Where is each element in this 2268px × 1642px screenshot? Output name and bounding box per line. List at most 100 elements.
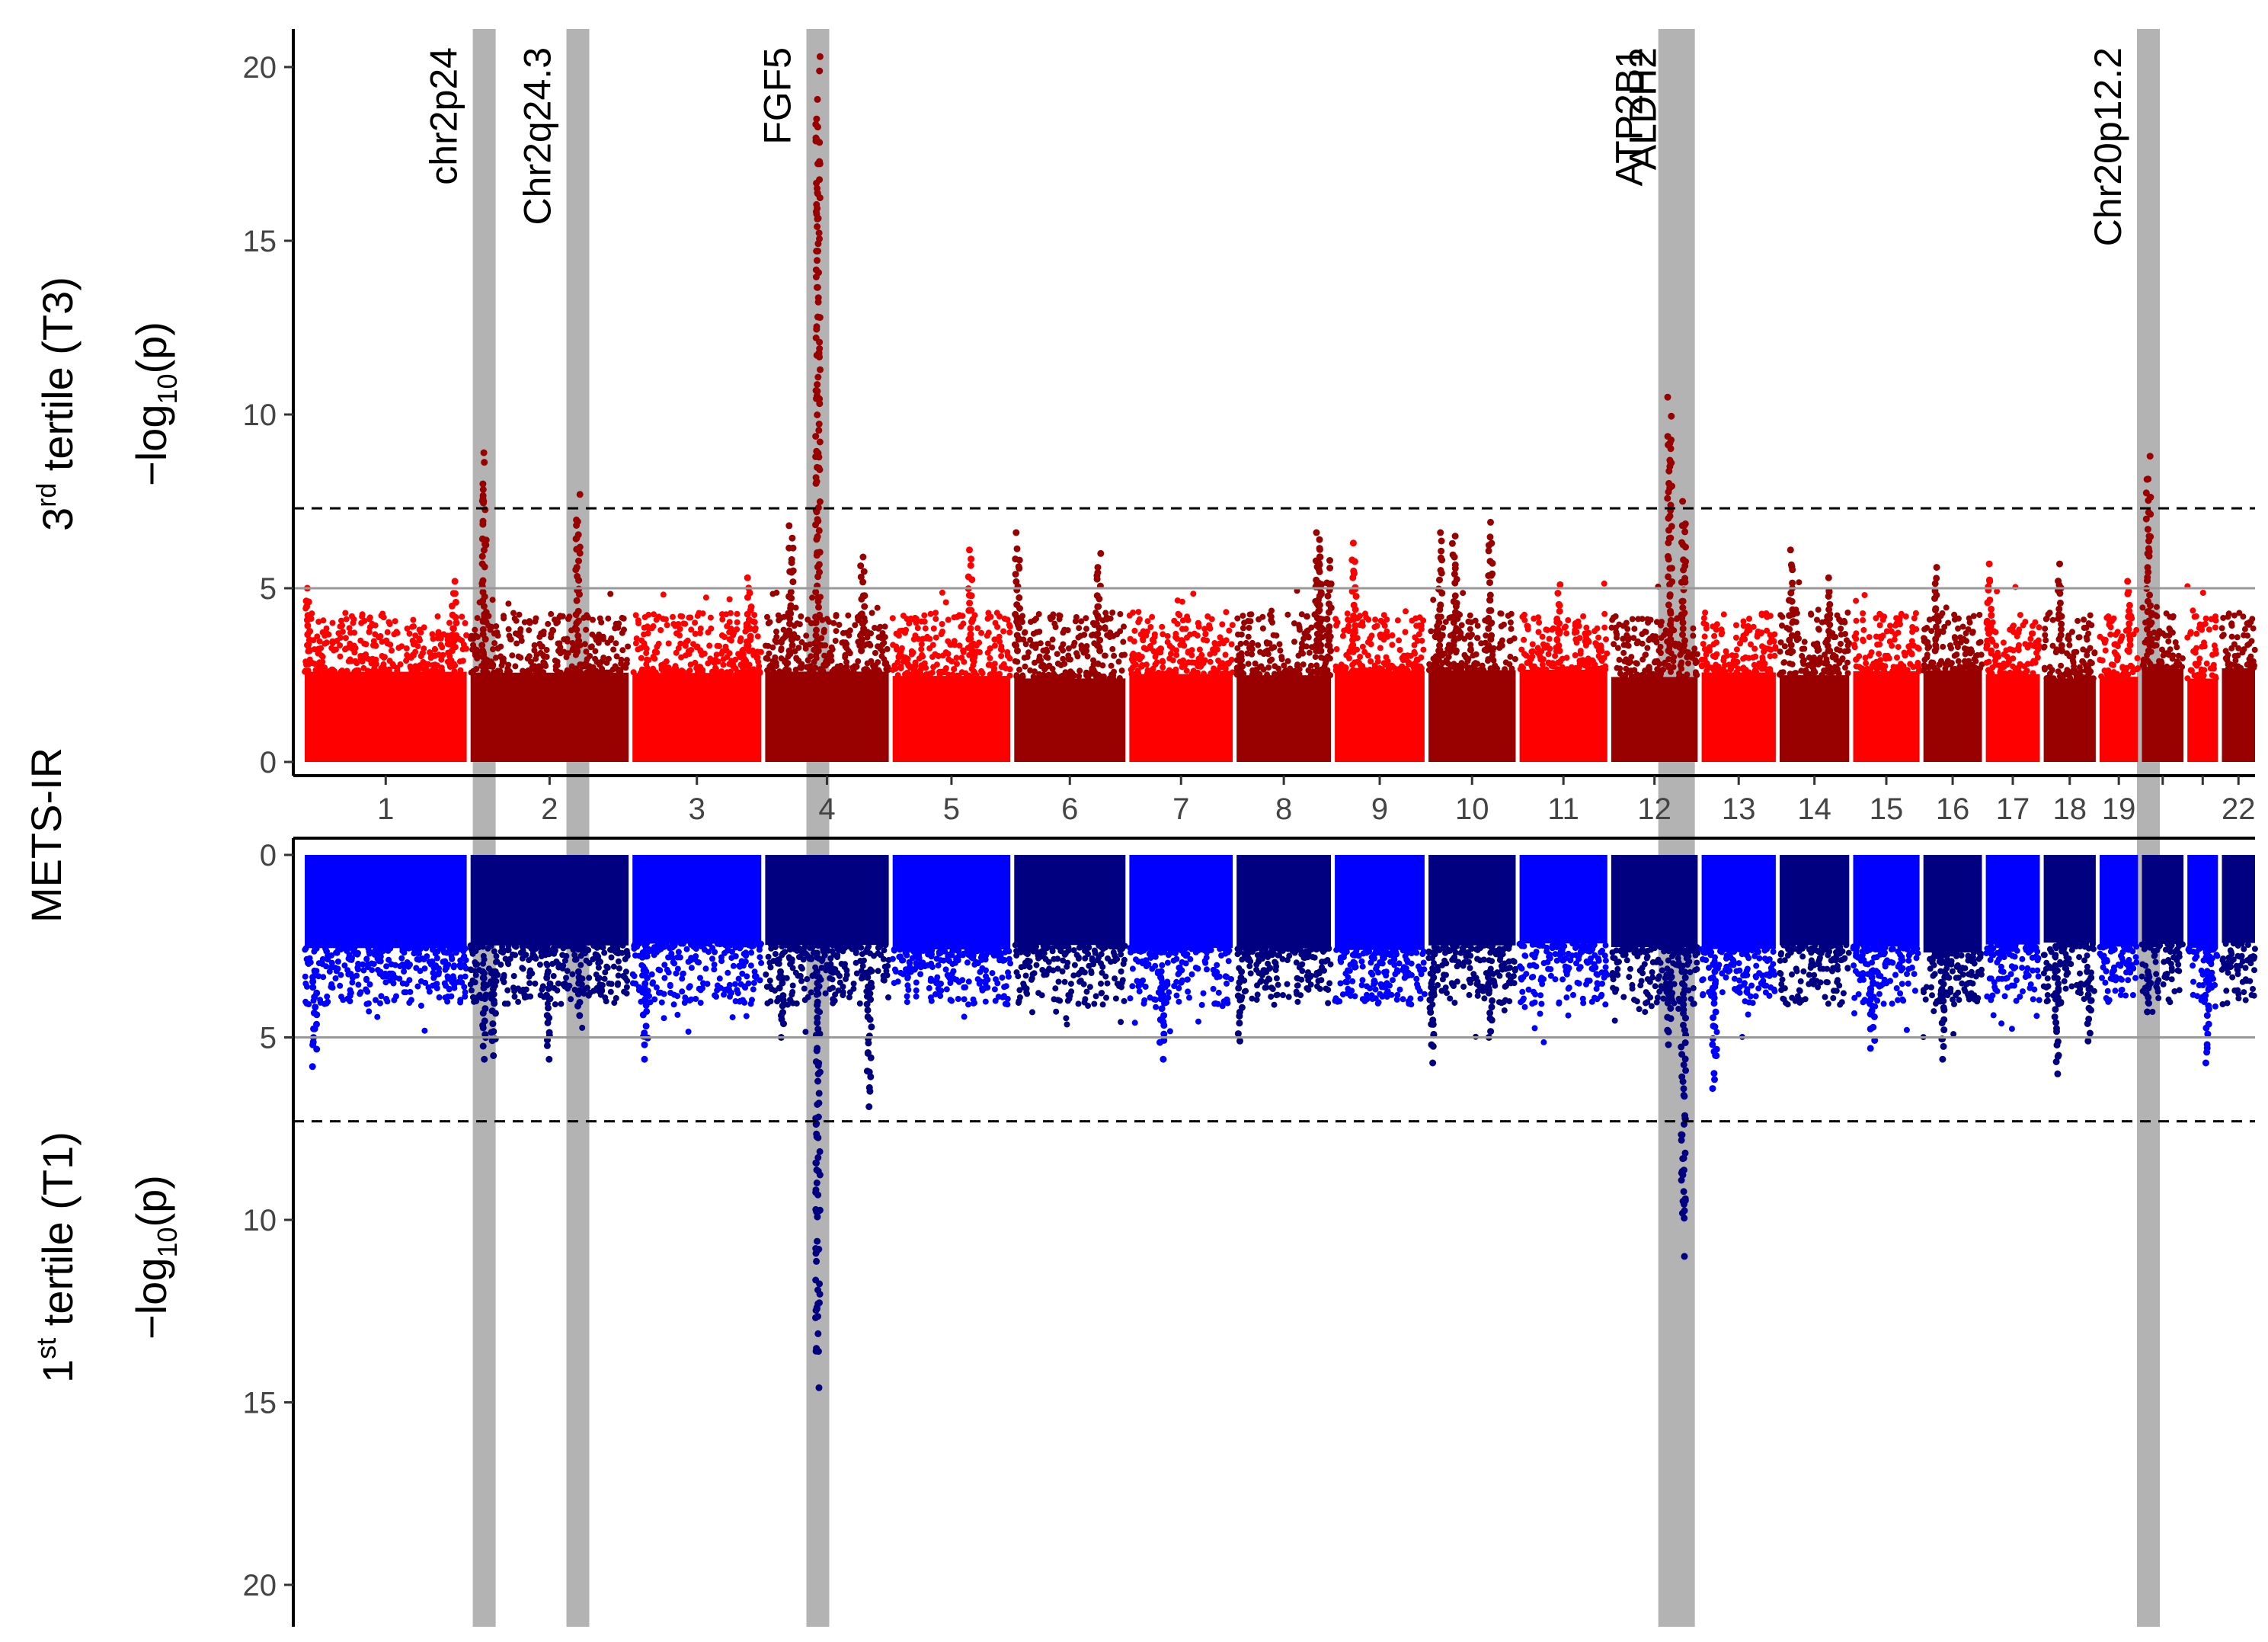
snp-point (1898, 610, 1905, 617)
snp-point (468, 987, 475, 994)
snp-point (509, 652, 516, 659)
snp-point (1089, 666, 1096, 673)
snp-point (1877, 657, 1884, 664)
snp-point (404, 959, 411, 965)
snp-point (871, 665, 878, 672)
snp-point (654, 643, 661, 650)
snp-point (1988, 671, 1995, 677)
snp-point (1102, 610, 1109, 616)
peak-point (814, 533, 821, 540)
snp-point (692, 619, 699, 626)
snp-point (1233, 657, 1240, 664)
snp-point (1543, 626, 1550, 633)
snp-point (2074, 617, 2081, 624)
snp-point (484, 669, 491, 676)
snp-point (1252, 671, 1259, 677)
snp-point (951, 666, 958, 673)
highlight-band-6 (2137, 29, 2160, 1627)
snp-point (2081, 616, 2087, 623)
snp-point (1878, 635, 1885, 642)
snp-point (449, 955, 456, 962)
snp-point (1474, 635, 1480, 642)
snp-point (1326, 671, 1332, 678)
snp-point (603, 998, 609, 1005)
snp-point (537, 992, 544, 999)
peak-point (478, 560, 486, 568)
snp-point (1521, 611, 1527, 618)
snp-point (329, 619, 336, 626)
peak-point (1934, 613, 1941, 619)
snp-point (590, 616, 596, 623)
snp-point (1174, 597, 1181, 604)
snp-point (1252, 660, 1259, 667)
snp-point (1346, 655, 1352, 661)
snp-point (734, 619, 741, 626)
snp-point (1799, 652, 1806, 659)
snp-point (846, 649, 852, 655)
snp-point (366, 1008, 373, 1015)
snp-point (686, 983, 693, 990)
snp-point (1326, 655, 1333, 662)
peak-point (1352, 622, 1359, 629)
snp-point (368, 660, 375, 667)
snp-point (1538, 656, 1545, 662)
snp-point (493, 655, 499, 661)
snp-point (597, 991, 604, 998)
snp-point (879, 630, 886, 636)
snp-point (1658, 671, 1665, 677)
snp-point (1601, 624, 1608, 631)
peak-point (815, 561, 823, 568)
peak-point (2126, 620, 2133, 628)
snp-point (619, 647, 626, 654)
snp-point (795, 645, 802, 651)
peak-point (2055, 578, 2062, 585)
snp-point (317, 997, 324, 1003)
snp-point (386, 621, 393, 627)
snp-point (406, 630, 413, 637)
snp-point (1702, 610, 1709, 616)
snp-point (471, 998, 478, 1005)
peak-point (2144, 636, 2151, 644)
snp-point (394, 667, 401, 674)
snp-point (845, 612, 852, 619)
snp-point (480, 960, 486, 967)
snp-point (1016, 666, 1022, 673)
snp-point (1318, 666, 1325, 673)
snp-point (1891, 636, 1898, 643)
snp-point (2016, 626, 2023, 633)
peak-point (2147, 511, 2154, 518)
snp-point (740, 962, 747, 969)
snp-point (2097, 657, 2103, 663)
snp-point (579, 1024, 586, 1031)
snp-point (954, 613, 960, 620)
snp-point (910, 649, 916, 656)
snp-point (727, 942, 734, 949)
snp-point (355, 960, 362, 967)
snp-point (707, 655, 714, 662)
snp-point (320, 974, 327, 981)
snp-point (584, 614, 591, 621)
snp-point (401, 968, 408, 975)
snp-point (829, 646, 836, 653)
snp-point (488, 623, 495, 630)
snp-point (661, 991, 667, 997)
snp-point (1222, 665, 1229, 672)
snp-point (1887, 623, 1893, 629)
snp-point (910, 636, 917, 642)
snp-point (623, 657, 630, 664)
snp-point (1668, 668, 1674, 675)
snp-point (444, 973, 451, 980)
snp-point (533, 946, 539, 952)
locus-highlight-bands (472, 29, 2160, 1627)
snp-point (1359, 623, 1366, 629)
snp-point (609, 942, 616, 949)
peak-point (2058, 642, 2065, 649)
snp-point (462, 619, 469, 626)
peak-point (789, 534, 796, 542)
snp-point (593, 952, 600, 959)
snp-point (2046, 610, 2053, 616)
snp-point (1838, 626, 1844, 632)
chr6-top-density (1014, 678, 1126, 762)
snp-point (2015, 647, 2022, 654)
snp-point (1294, 661, 1300, 668)
